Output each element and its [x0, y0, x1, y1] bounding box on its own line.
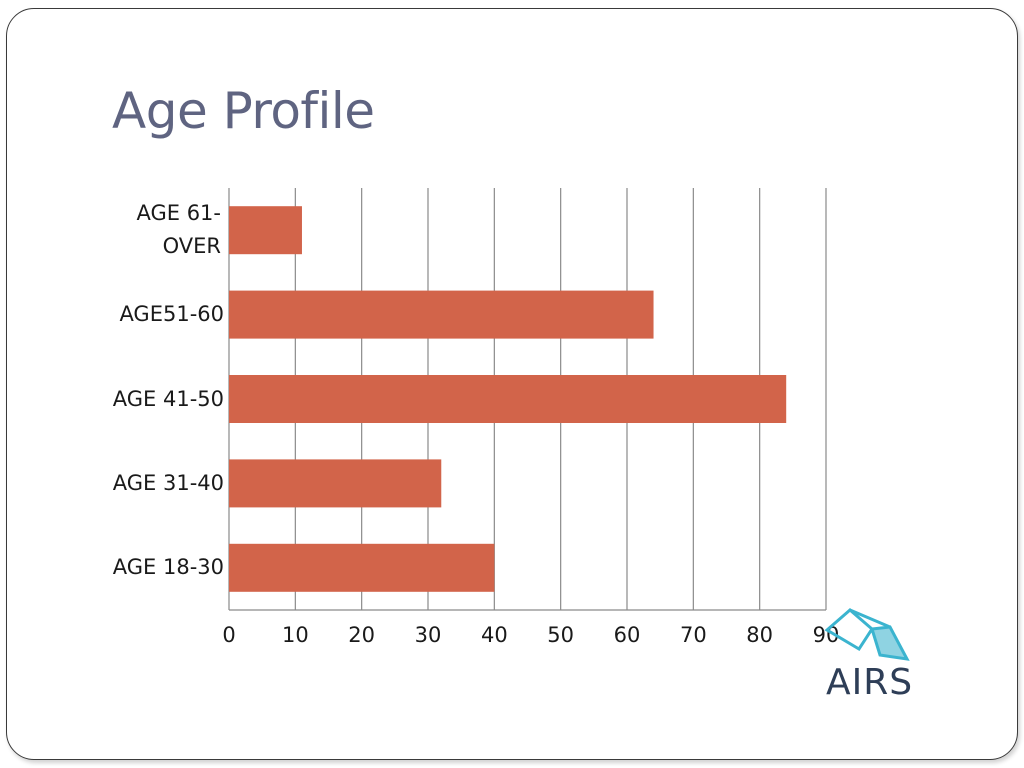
category-label: AGE 61-OVER [136, 201, 221, 259]
airs-logo-icon [824, 608, 910, 661]
page-title: Age Profile [112, 82, 375, 140]
logo-text: AIRS [826, 662, 914, 703]
x-tick-label-50: 50 [547, 623, 574, 647]
x-tick-label-70: 70 [680, 623, 707, 647]
category-label: AGE 41-50 [112, 386, 224, 411]
x-tick-label-80: 80 [746, 623, 773, 647]
category-label: AGE 31-40 [112, 470, 224, 495]
bar-0 [229, 543, 495, 592]
bar-3 [229, 290, 654, 339]
x-tick-label-60: 60 [614, 623, 641, 647]
x-tick-label-40: 40 [481, 623, 508, 647]
category-label: AGE 18-30 [112, 555, 224, 580]
bar-4 [229, 206, 302, 255]
bar-1 [229, 459, 442, 508]
category-label: AGE51-60 [119, 302, 224, 327]
x-tick-label-20: 20 [348, 623, 375, 647]
x-tick-label-10: 10 [282, 623, 309, 647]
x-tick-label-30: 30 [415, 623, 442, 647]
bar-2 [229, 375, 787, 423]
x-tick-label-0: 0 [222, 623, 235, 647]
